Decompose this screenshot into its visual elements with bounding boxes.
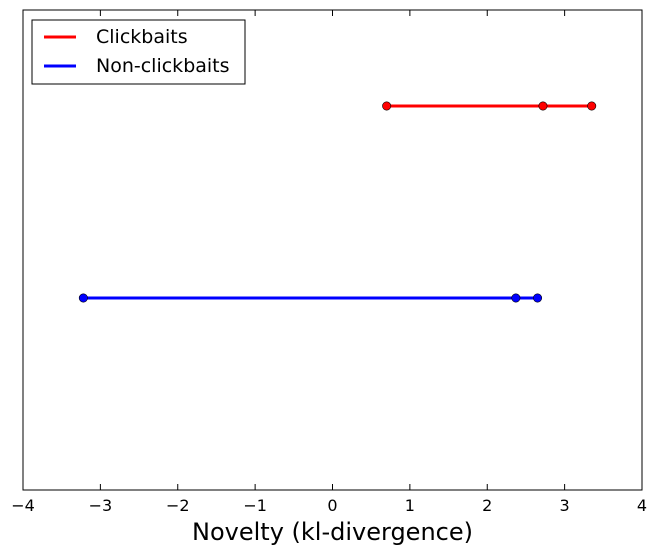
x-tick-label: −4 <box>11 496 35 515</box>
data-point-non-clickbaits <box>78 293 88 303</box>
x-tick-label: 1 <box>405 496 415 515</box>
plot-area <box>23 10 642 490</box>
x-axis-label: Novelty (kl-divergence) <box>192 518 473 546</box>
x-tick-label: −3 <box>89 496 113 515</box>
x-tick-label: 0 <box>327 496 337 515</box>
x-axis-ticks: −4 −3 −2 −1 0 1 2 3 4 <box>11 10 647 515</box>
data-point-non-clickbaits <box>533 293 543 303</box>
legend-label-non-clickbaits: Non-clickbaits <box>96 55 230 77</box>
plot-frame <box>22 9 643 491</box>
data-point-clickbaits <box>538 101 548 111</box>
x-tick-label: 2 <box>482 496 492 515</box>
data-point-non-clickbaits <box>511 293 521 303</box>
legend-label-clickbaits: Clickbaits <box>96 26 188 48</box>
series-layer <box>78 101 597 303</box>
data-point-clickbaits <box>587 101 597 111</box>
legend: Clickbaits Non-clickbaits <box>31 19 246 85</box>
x-tick-label: 3 <box>560 496 570 515</box>
x-tick-label: −1 <box>243 496 267 515</box>
legend-box <box>31 19 246 85</box>
x-tick-label: −2 <box>166 496 190 515</box>
data-point-clickbaits <box>382 101 392 111</box>
x-tick-label: 4 <box>637 496 647 515</box>
